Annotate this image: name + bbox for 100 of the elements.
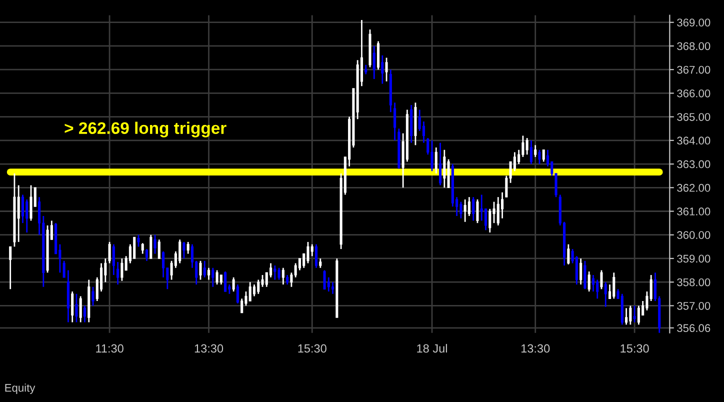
candlestick: [500, 192, 504, 220]
candlestick: [278, 267, 280, 280]
candlestick: [580, 258, 582, 286]
candlestick: [265, 272, 268, 288]
candlestick: [464, 198, 466, 223]
x-tick-label: 11:30: [96, 344, 124, 353]
x-tick-label: 15:30: [620, 344, 649, 353]
candlestick: [476, 198, 479, 224]
candlestick: [538, 149, 541, 165]
candlestick: [112, 244, 115, 276]
candlestick: [203, 260, 206, 278]
candlestick: [257, 279, 260, 295]
y-tick-label: 363.00: [677, 160, 710, 168]
candlestick: [542, 149, 545, 162]
candlestick: [216, 270, 218, 286]
candlestick: [186, 241, 190, 254]
candlestick: [212, 267, 214, 288]
candlestick: [323, 270, 326, 290]
x-tick-label: 18 Jul: [417, 344, 447, 353]
candlestick: [79, 296, 82, 323]
candlestick: [150, 234, 152, 260]
y-tick-label: 358.00: [677, 278, 710, 286]
y-tick-label: 368.00: [677, 42, 710, 50]
candlestick: [534, 144, 537, 158]
y-tick-label: 360.00: [677, 231, 710, 239]
y-tick-label: 366.00: [677, 89, 710, 98]
candlestick: [141, 242, 144, 254]
x-tick-label: 13:30: [521, 344, 550, 353]
candlestick: [137, 234, 140, 248]
candlestick: [319, 258, 322, 269]
candlestick: [637, 305, 640, 326]
candlestick: [625, 307, 628, 326]
y-tick-label: 367.00: [677, 66, 710, 74]
candlestick: [120, 258, 124, 282]
candlestick: [372, 45, 376, 80]
candlestick: [71, 290, 74, 323]
candlestick: [92, 286, 94, 306]
candlestick: [236, 284, 239, 304]
candlestick: [220, 274, 222, 286]
candlestick: [282, 267, 284, 286]
candlestick: [472, 196, 475, 222]
candlestick: [438, 142, 442, 186]
candlestick: [158, 238, 160, 260]
candlestick: [21, 194, 24, 224]
candlestick: [286, 274, 289, 286]
x-tick-label: 15:30: [298, 344, 326, 353]
candlestick: [584, 260, 586, 290]
y-tick-label: 361.00: [677, 208, 710, 216]
candlestick: [162, 250, 165, 278]
candlestick: [248, 281, 252, 302]
y-tick-label: 356.06: [677, 324, 710, 332]
candlestick: [376, 40, 380, 70]
candlestick: [509, 160, 512, 184]
candlestick: [314, 244, 318, 269]
candlestick: [306, 241, 310, 264]
candlestick: [145, 248, 148, 262]
candlestick: [629, 305, 632, 326]
candlestick: [596, 279, 599, 300]
candlestick: [422, 120, 426, 144]
candlestick: [240, 298, 244, 314]
candlestick: [604, 281, 607, 308]
candlestick: [592, 274, 594, 292]
candlestick: [364, 64, 368, 75]
candlestick: [522, 135, 524, 158]
candlestick: [108, 241, 111, 264]
candlestick: [154, 234, 156, 254]
candlestick: [381, 54, 384, 84]
candlestick: [600, 270, 603, 290]
candlestick: [182, 241, 186, 260]
candlestick: [646, 290, 648, 312]
candlestick: [650, 274, 652, 302]
ref-line-label: > 262.69 long trigger: [64, 122, 226, 138]
candlestick: [505, 175, 508, 198]
candlestick: [116, 261, 120, 286]
candlestick: [418, 109, 421, 132]
candlestick: [261, 274, 264, 288]
candlestick: [496, 196, 500, 226]
candlestick: [9, 246, 12, 290]
candlestick: [30, 184, 32, 222]
candlestick: [434, 146, 438, 174]
y-tick-label: 359.00: [677, 254, 710, 263]
candlestick: [575, 255, 578, 286]
candlestick: [460, 201, 462, 220]
candlestick: [83, 305, 86, 323]
x-tick-label: 13:30: [194, 344, 224, 353]
candlestick: [133, 236, 136, 259]
candlestick: [567, 244, 570, 266]
candlestick: [530, 140, 532, 165]
candlestick: [633, 305, 636, 323]
y-tick-label: 369.00: [677, 18, 710, 26]
candlestick: [468, 196, 470, 217]
y-tick-label: 365.00: [677, 113, 710, 121]
candlestick: [526, 137, 528, 156]
candlestick: [62, 260, 66, 278]
candlestick: [484, 208, 488, 231]
candlestick: [178, 238, 182, 264]
candlestick: [385, 57, 388, 82]
candlestick: [612, 272, 616, 300]
candlestick: [26, 198, 28, 234]
candlestick: [588, 270, 590, 292]
